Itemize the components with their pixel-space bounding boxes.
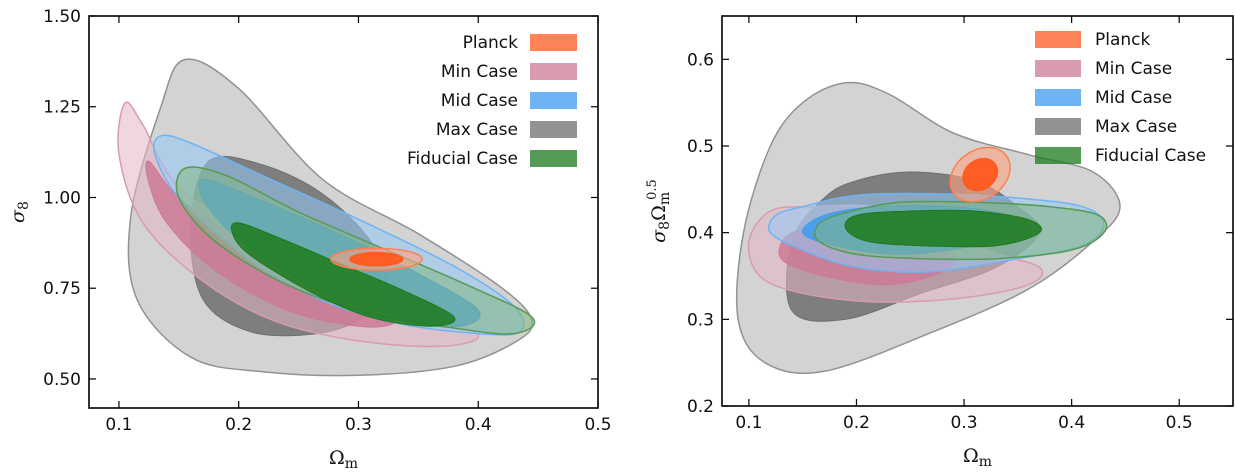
y-tick-label: 0.6: [687, 50, 714, 70]
legend-swatch-mid-case: [1035, 89, 1081, 106]
y-tick-label: 0.50: [43, 370, 81, 390]
fiducial-case-inner-contour: [844, 209, 1042, 248]
fiducial-case-inner-contour: [230, 222, 456, 327]
x-tick-label: 0.3: [951, 413, 978, 433]
legend: Planck Min Case Mid Case Max Case Fiducial C…: [407, 33, 577, 169]
legend-swatch-fiducial-case: [530, 150, 577, 167]
axes-frame: [88, 15, 599, 409]
axes-frame: [721, 15, 1234, 407]
y-tick-label: 0.4: [687, 224, 714, 244]
y-tick-label: 0.2: [687, 397, 714, 417]
series-fiducial-case: [814, 200, 1108, 261]
x-tick-label: 0.5: [1166, 413, 1193, 433]
x-axis: 0.1 0.2 0.3 0.4 0.5: [735, 16, 1193, 433]
x-tick-label: 0.2: [843, 413, 870, 433]
x-axis-label: Ωm: [329, 447, 358, 472]
x-tick-label: 0.3: [345, 415, 372, 435]
y-axis-label: σ8Ωm0.5: [645, 179, 673, 243]
legend-label-min-case: Min Case: [441, 62, 518, 82]
x-tick-label: 0.4: [465, 415, 492, 435]
legend-label-planck: Planck: [1095, 30, 1151, 50]
legend-swatch-min-case: [530, 63, 577, 80]
legend: Planck Min Case Mid Case Max Case Fiducial C…: [1035, 30, 1206, 166]
legend-label-max-case: Max Case: [1095, 117, 1177, 137]
legend-label-min-case: Min Case: [1095, 59, 1172, 79]
legend-label-planck: Planck: [463, 33, 519, 53]
legend-swatch-planck: [530, 34, 577, 51]
y-axis: 0.50 0.75 1.00 1.25 1.50: [43, 7, 598, 390]
y-axis: 0.2 0.3 0.4 0.5 0.6: [687, 50, 1233, 417]
y-tick-label: 1.25: [43, 98, 81, 118]
x-axis: 0.1 0.2 0.3 0.4 0.5: [105, 16, 612, 435]
x-tick-label: 0.5: [584, 415, 611, 435]
legend-label-fiducial-case: Fiducial Case: [407, 149, 518, 169]
legend-swatch-mid-case: [530, 92, 577, 109]
plot-area: [735, 81, 1121, 375]
y-axis-label: σ8: [7, 201, 32, 223]
legend-label-fiducial-case: Fiducial Case: [1095, 146, 1206, 166]
y-tick-label: 0.3: [687, 310, 714, 330]
y-tick-label: 0.5: [687, 137, 714, 157]
x-tick-label: 0.1: [735, 413, 762, 433]
x-tick-label: 0.2: [225, 415, 252, 435]
y-tick-label: 0.75: [43, 279, 81, 299]
legend-label-mid-case: Mid Case: [1095, 88, 1172, 108]
plot-area: [117, 58, 536, 377]
y-tick-label: 1.50: [43, 7, 81, 27]
planck-inner-contour: [962, 157, 999, 192]
legend-swatch-max-case: [1035, 118, 1081, 135]
legend-label-mid-case: Mid Case: [441, 91, 518, 111]
legend-swatch-planck: [1035, 31, 1081, 48]
y-tick-label: 1.00: [43, 188, 81, 208]
left-panel: 0.1 0.2 0.3 0.4 0.5 0.50 0.75 1.00 1.25 1.50 Ωm σ8 P…: [7, 7, 612, 472]
series-planck: [330, 247, 423, 271]
planck-inner-contour: [349, 251, 404, 267]
legend-swatch-max-case: [530, 121, 577, 138]
x-tick-label: 0.4: [1058, 413, 1085, 433]
series-planck: [949, 146, 1011, 203]
legend-swatch-min-case: [1035, 60, 1081, 77]
legend-label-max-case: Max Case: [436, 120, 518, 140]
x-axis-label: Ωm: [963, 445, 992, 470]
x-tick-label: 0.1: [105, 415, 132, 435]
right-panel: 0.1 0.2 0.3 0.4 0.5 0.2 0.3 0.4 0.5 0.6 Ωm σ8Ωm0.5 P…: [645, 15, 1234, 470]
legend-swatch-fiducial-case: [1035, 147, 1081, 164]
